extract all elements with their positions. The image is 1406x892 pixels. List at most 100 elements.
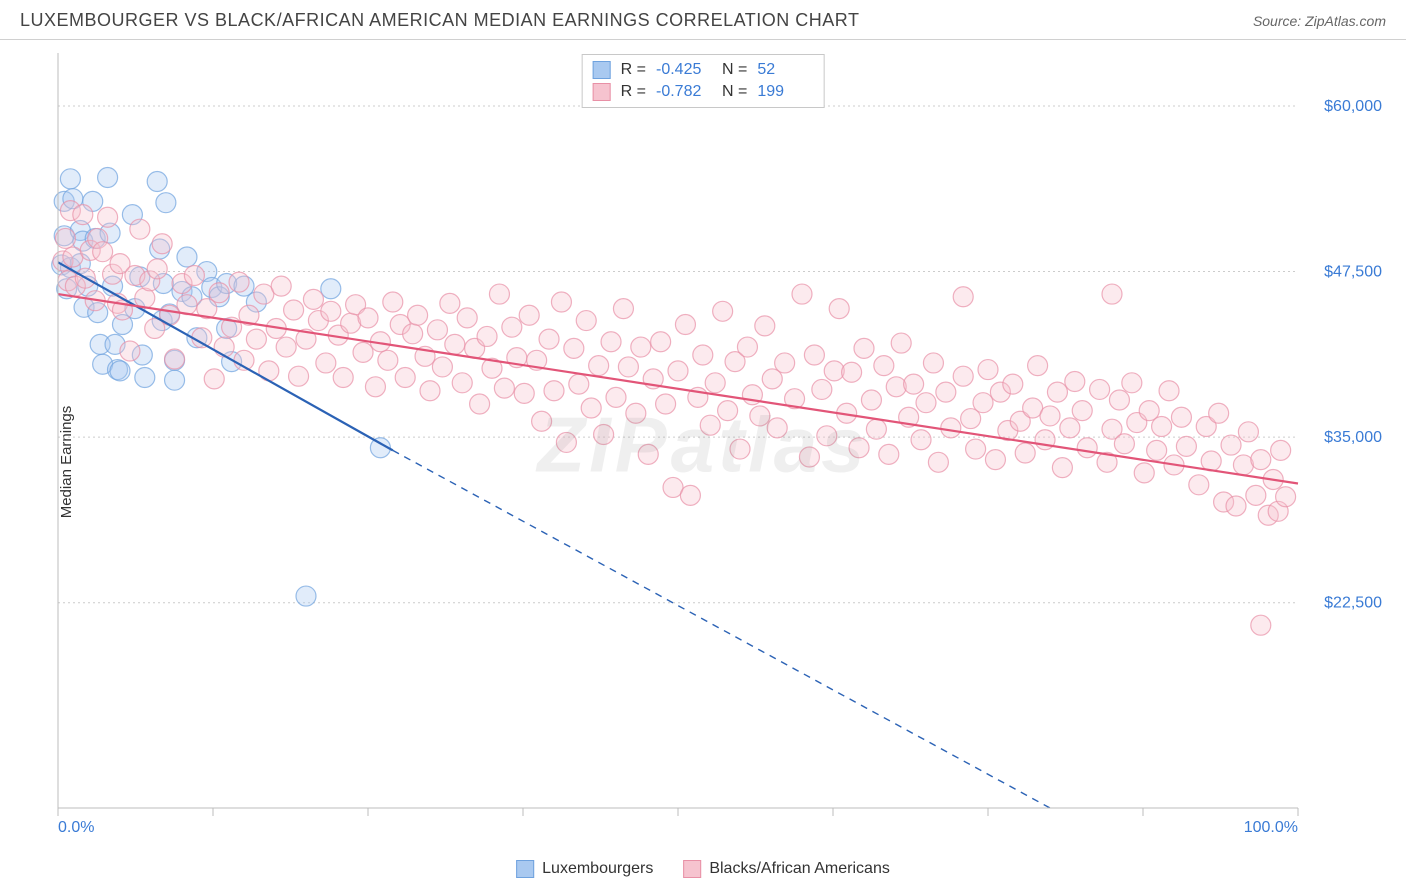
data-point [1047,382,1067,402]
data-point [985,450,1005,470]
data-point [730,439,750,459]
data-point [204,369,224,389]
data-point [365,377,385,397]
data-point [165,349,185,369]
data-point [953,366,973,386]
data-point [718,401,738,421]
r-label: R = [621,59,646,81]
trend-lines [58,262,1298,808]
data-point [214,337,234,357]
data-point [601,332,621,352]
legend-row: R =-0.425N =52 [593,59,814,81]
data-point [135,368,155,388]
data-point [276,337,296,357]
data-point [457,308,477,328]
data-point [829,299,849,319]
y-tick-label: $35,000 [1324,429,1382,446]
legend-swatch [683,860,701,878]
data-point [755,316,775,336]
source-prefix: Source: [1253,13,1305,29]
data-point [1251,450,1271,470]
data-point [321,301,341,321]
source-name: ZipAtlas.com [1305,13,1386,29]
data-point [1189,475,1209,495]
data-point [93,242,113,262]
data-point [209,283,229,303]
scatter-plot: $22,500$35,000$47,500$60,0000.0%100.0% [48,48,1388,838]
legend-item: Blacks/African Americans [683,860,890,878]
data-point [693,345,713,365]
r-value: -0.782 [656,81,712,103]
data-point [147,171,167,191]
data-point [1251,615,1271,635]
data-points [52,168,1296,636]
data-point [941,418,961,438]
data-point [1077,438,1097,458]
data-point [861,390,881,410]
data-point [849,438,869,458]
data-point [923,353,943,373]
data-point [427,320,447,340]
data-point [750,406,770,426]
data-point [420,381,440,401]
data-point [333,368,353,388]
data-point [1147,440,1167,460]
data-point [638,444,658,464]
data-point [395,368,415,388]
data-point [606,387,626,407]
data-point [316,353,336,373]
data-point [911,430,931,450]
data-point [494,378,514,398]
chart-header: LUXEMBOURGER VS BLACK/AFRICAN AMERICAN M… [0,0,1406,40]
data-point [120,341,140,361]
data-point [1201,451,1221,471]
data-point [544,381,564,401]
data-point [1159,381,1179,401]
data-point [916,393,936,413]
data-point [966,439,986,459]
data-point [1221,435,1241,455]
data-point [519,305,539,325]
legend-swatch [593,83,611,101]
data-point [1152,417,1172,437]
data-point [408,305,428,325]
data-point [321,279,341,299]
data-point [110,361,130,381]
data-point [1028,356,1048,376]
data-point [936,382,956,402]
series-legend: LuxembourgersBlacks/African Americans [516,860,890,878]
data-point [581,398,601,418]
data-point [1226,496,1246,516]
data-point [589,356,609,376]
data-point [551,292,571,312]
data-point [73,205,93,225]
data-point [383,292,403,312]
x-tick-label-min: 0.0% [58,819,94,836]
data-point [130,219,150,239]
data-point [1134,463,1154,483]
data-point [452,373,472,393]
data-point [1102,284,1122,304]
data-point [1072,401,1092,421]
data-point [626,403,646,423]
data-point [556,432,576,452]
n-value: 199 [757,81,813,103]
data-point [775,353,795,373]
n-label: N = [722,59,747,81]
data-point [271,276,291,296]
data-point [866,419,886,439]
data-point [1090,379,1110,399]
data-point [284,300,304,320]
chart-title: LUXEMBOURGER VS BLACK/AFRICAN AMERICAN M… [20,10,859,31]
n-value: 52 [757,59,813,81]
data-point [792,284,812,304]
data-point [60,169,80,189]
data-point [514,383,534,403]
data-point [470,394,490,414]
data-point [1040,406,1060,426]
data-point [98,207,118,227]
data-point [973,393,993,413]
data-point [804,345,824,365]
data-point [1109,390,1129,410]
data-point [705,373,725,393]
